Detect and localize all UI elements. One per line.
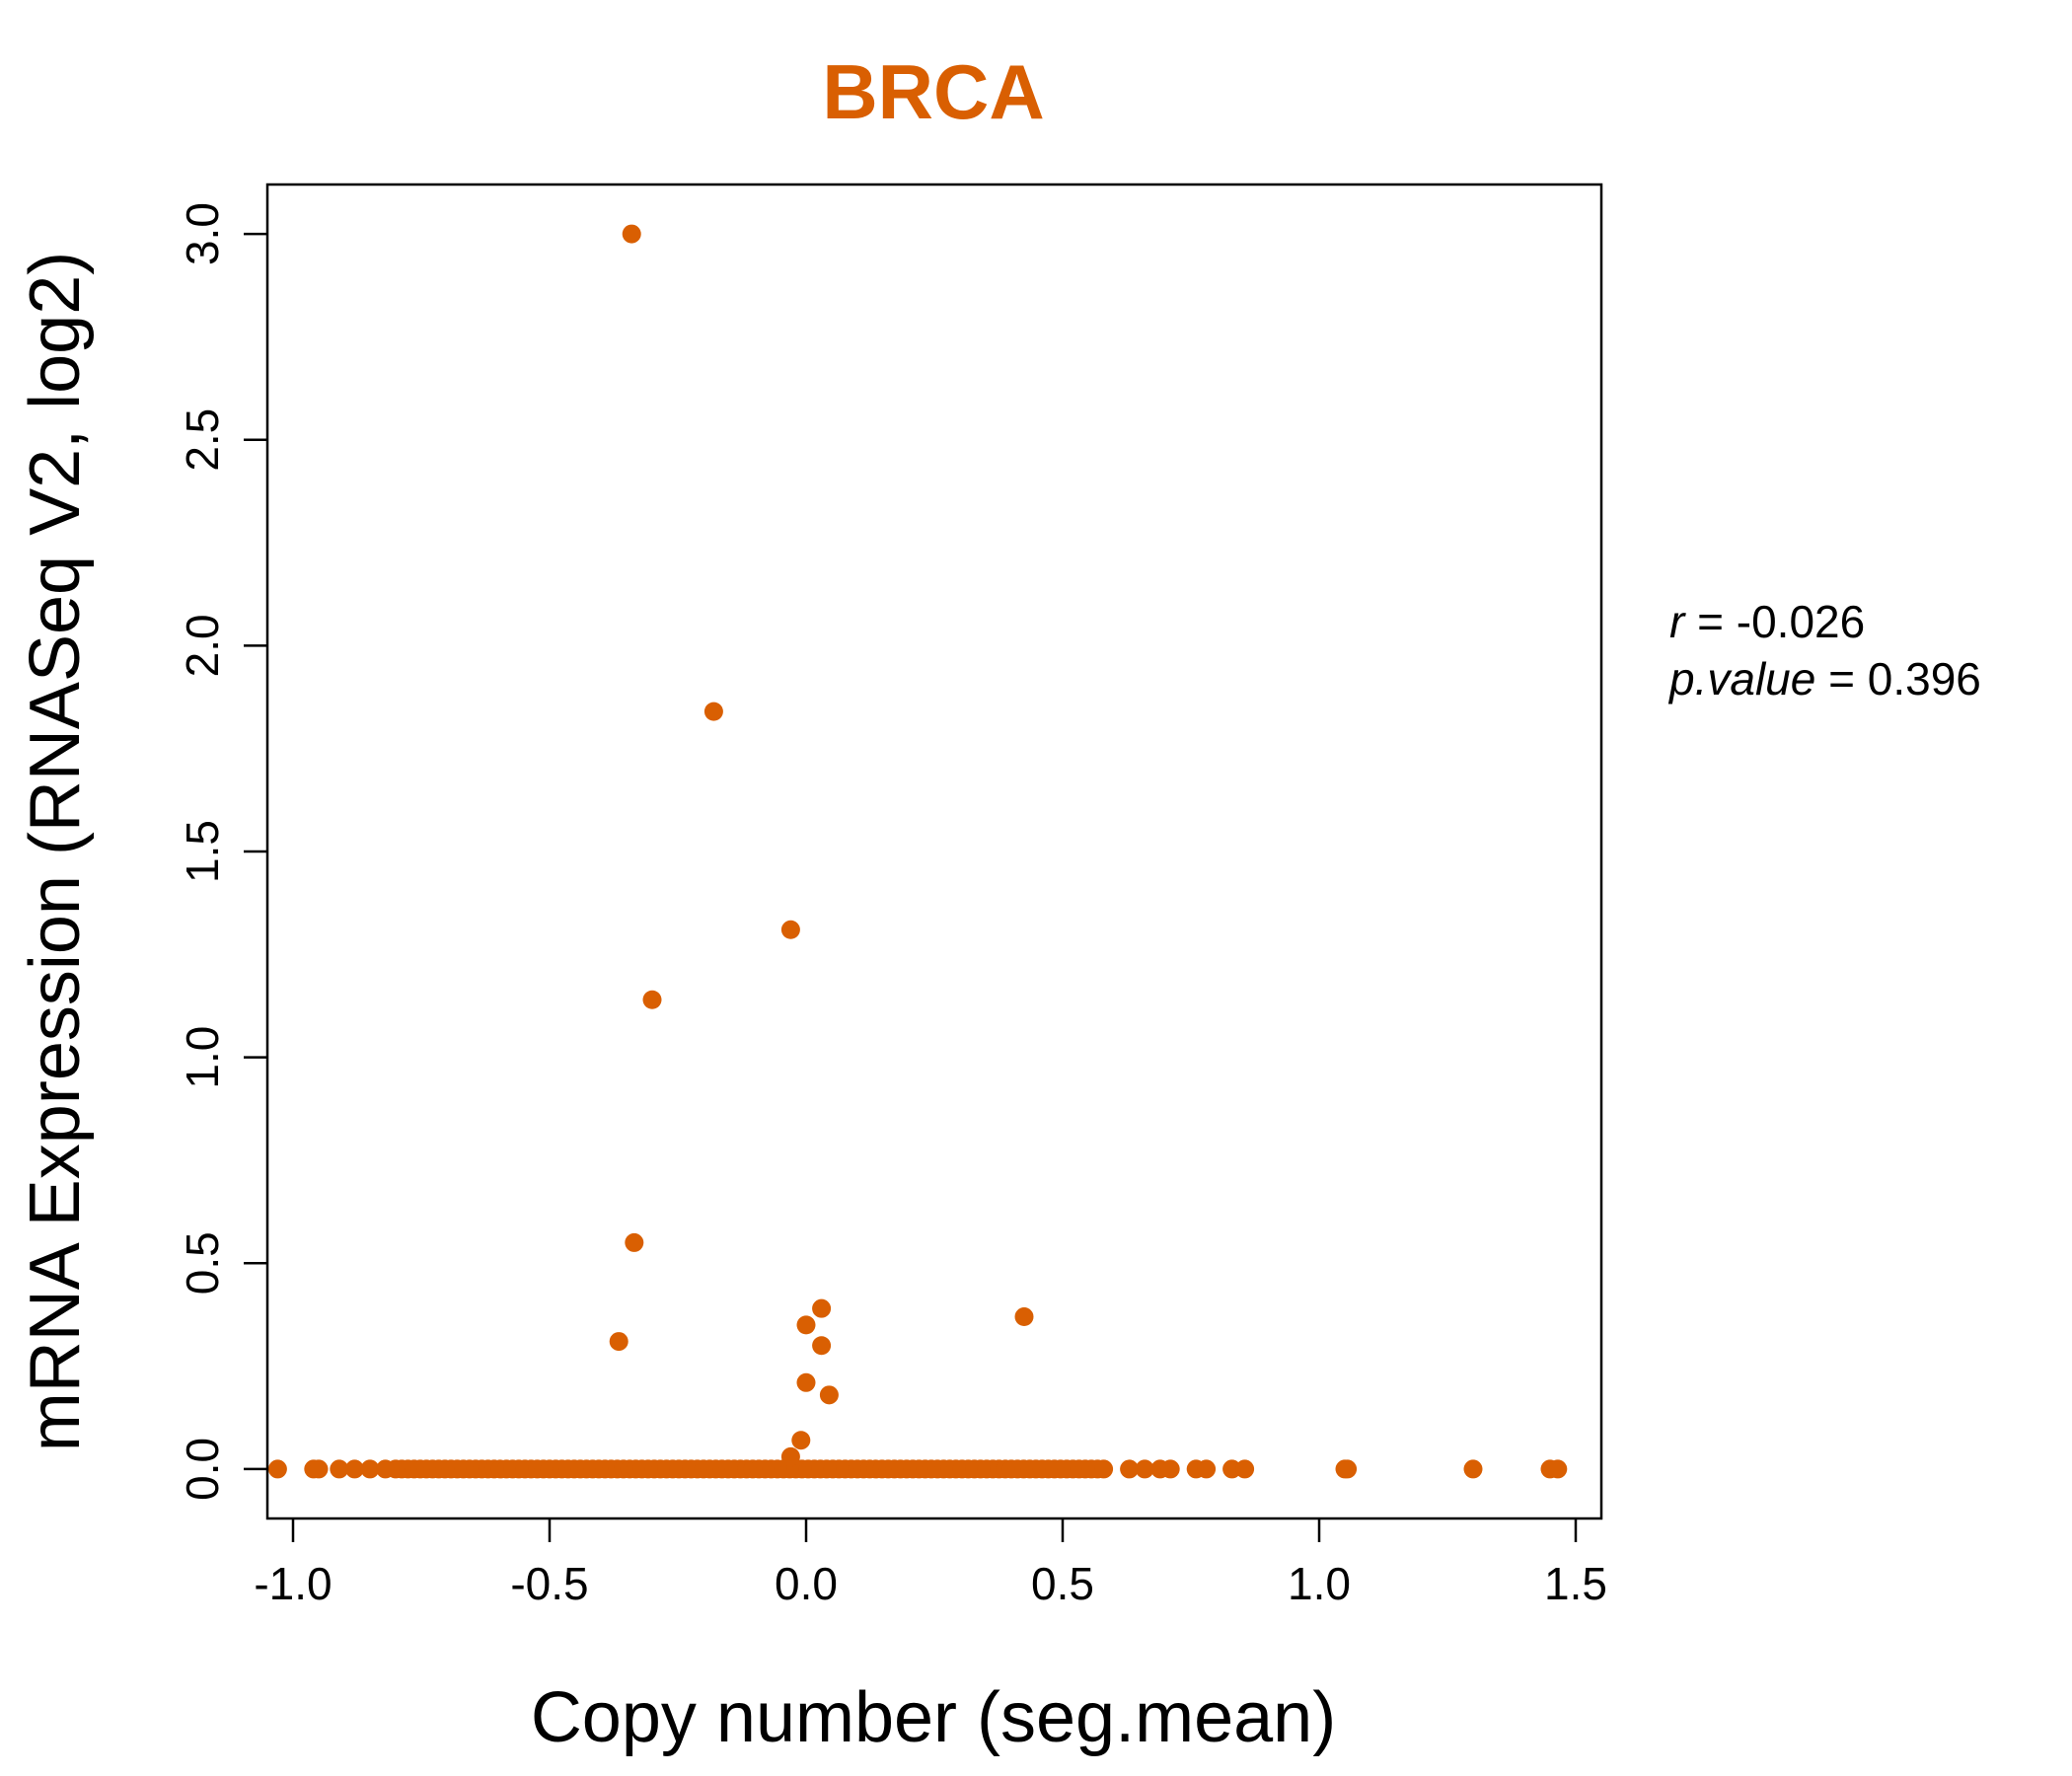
correlation-annotation: r = -0.026	[1669, 596, 1865, 647]
data-point	[1548, 1459, 1568, 1479]
data-point	[309, 1459, 329, 1479]
x-axis: -1.0 -0.5 0.0 0.5 1.0 1.5	[254, 1518, 1607, 1609]
data-point	[622, 224, 641, 244]
y-axis: 0.0 0.5 1.0 1.5 2.0 2.5 3.0	[177, 202, 267, 1501]
chart-title: BRCA	[822, 48, 1044, 135]
data-point	[1222, 1459, 1242, 1479]
data-point	[780, 1446, 800, 1466]
data-point	[819, 1385, 839, 1405]
data-point	[780, 920, 800, 939]
data-point	[1094, 1459, 1114, 1479]
data-point	[796, 1372, 816, 1392]
data-point	[812, 1336, 832, 1356]
data-point	[330, 1459, 349, 1479]
r-label: r	[1669, 596, 1686, 647]
data-point	[1338, 1459, 1358, 1479]
data-point	[1135, 1459, 1154, 1479]
p-label: p.value	[1667, 653, 1815, 704]
x-tick-label: 1.5	[1544, 1558, 1607, 1609]
data-point	[1014, 1307, 1034, 1327]
data-point	[1235, 1459, 1255, 1479]
data-point	[1160, 1459, 1180, 1479]
y-axis-title: mRNA Expression (RNASeq V2, log2)	[16, 252, 95, 1451]
data-point	[796, 1315, 816, 1335]
plot-frame	[265, 183, 1603, 1520]
data-point	[812, 1298, 832, 1318]
x-axis-title: Copy number (seg.mean)	[531, 1678, 1336, 1757]
data-point	[344, 1459, 364, 1479]
y-tick-label: 2.0	[177, 614, 228, 677]
x-tick-label: -1.0	[254, 1558, 332, 1609]
p-equals: =	[1828, 653, 1868, 704]
r-value: -0.026	[1737, 596, 1865, 647]
data-point	[703, 702, 723, 721]
p-value: 0.396	[1868, 653, 1981, 704]
x-tick-label: 0.0	[775, 1558, 838, 1609]
y-tick-label: 2.5	[177, 408, 228, 472]
data-point	[1120, 1459, 1140, 1479]
x-tick-label: 0.5	[1031, 1558, 1094, 1609]
y-tick-label: 1.5	[177, 820, 228, 883]
r-equals: =	[1697, 596, 1737, 647]
x-tick-label: 1.0	[1288, 1558, 1351, 1609]
points-layer	[267, 224, 1568, 1479]
data-point	[267, 1459, 287, 1479]
data-point	[1463, 1459, 1483, 1479]
y-tick-label: 0.0	[177, 1438, 228, 1501]
y-tick-label: 0.5	[177, 1231, 228, 1295]
data-point	[376, 1459, 396, 1479]
x-tick-label: -0.5	[510, 1558, 588, 1609]
y-tick-label: 3.0	[177, 202, 228, 265]
data-point	[1197, 1459, 1217, 1479]
y-tick-label: 1.0	[177, 1026, 228, 1089]
pvalue-annotation: p.value = 0.396	[1667, 653, 1981, 704]
data-point	[642, 990, 662, 1009]
data-point	[625, 1232, 644, 1252]
data-point	[360, 1459, 380, 1479]
data-point	[609, 1332, 629, 1352]
data-point	[791, 1431, 811, 1450]
